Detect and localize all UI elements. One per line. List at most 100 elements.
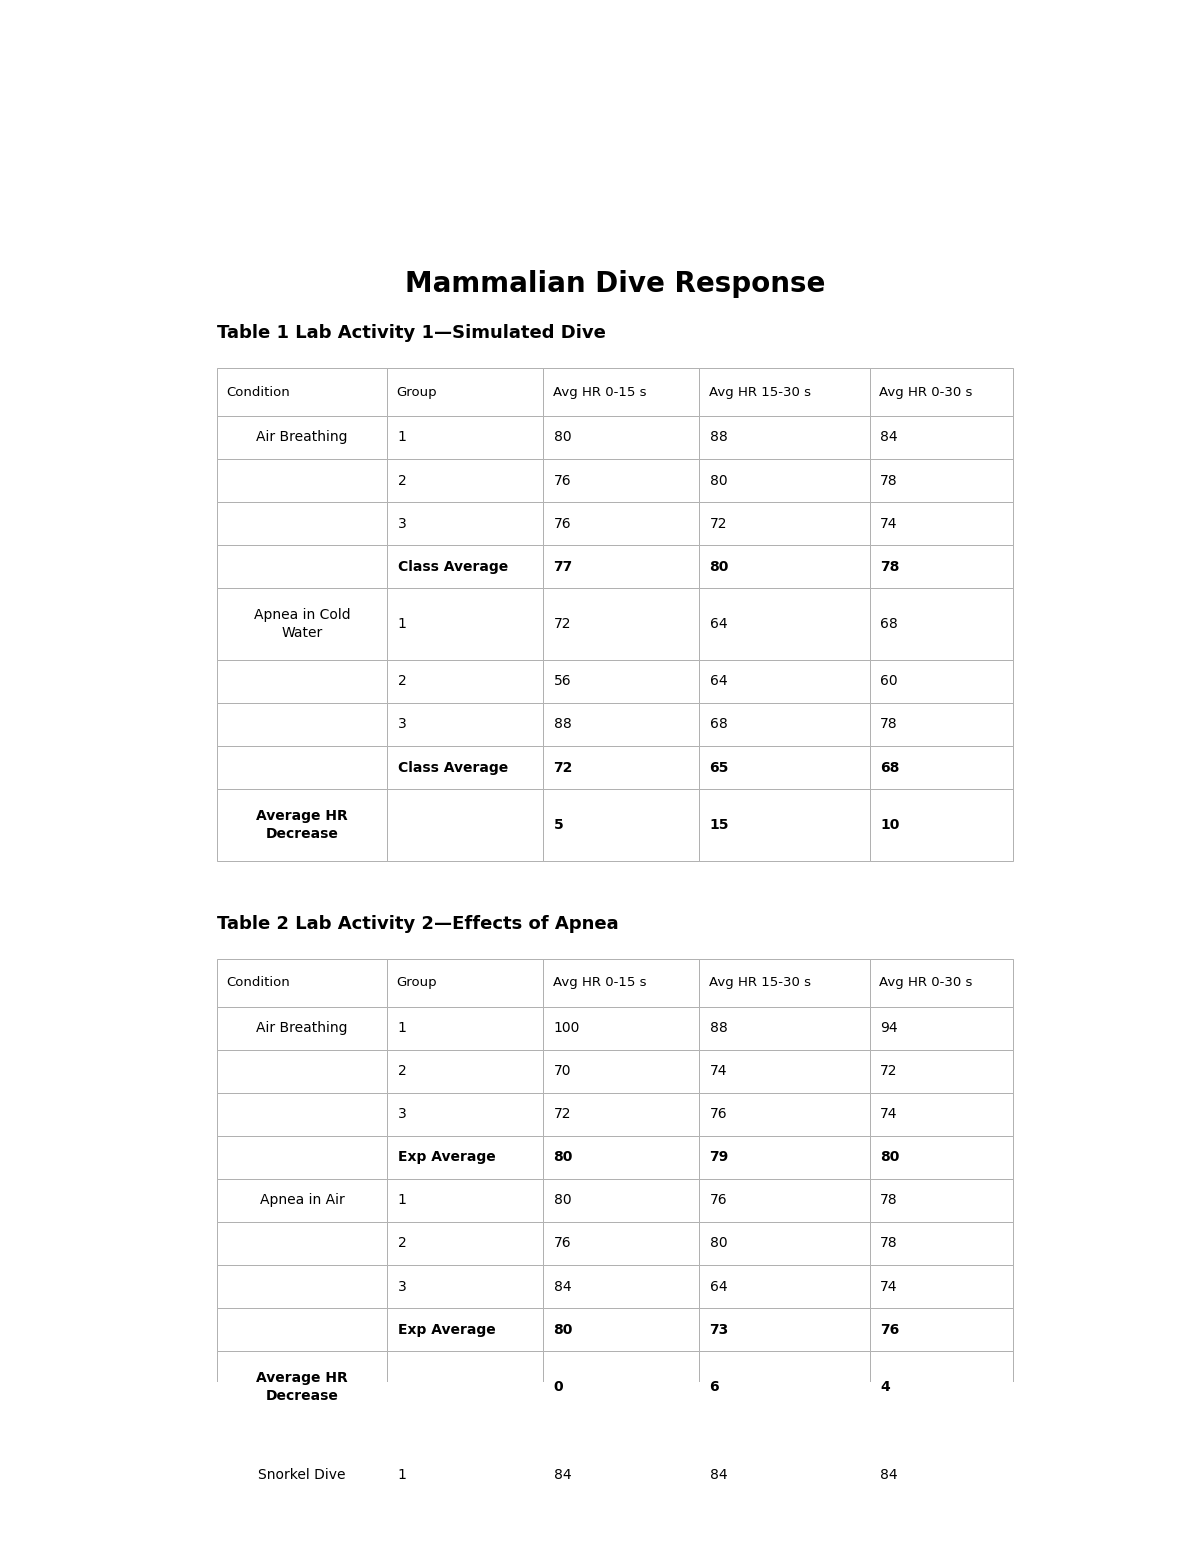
- Bar: [700, 368, 870, 416]
- Bar: [217, 1266, 388, 1308]
- Bar: [544, 1093, 700, 1135]
- Bar: [544, 1454, 700, 1497]
- Text: 80: 80: [553, 1323, 572, 1337]
- Text: 88: 88: [709, 1022, 727, 1036]
- Bar: [388, 745, 544, 789]
- Text: 79: 79: [709, 1151, 728, 1165]
- Bar: [870, 416, 1013, 460]
- Bar: [544, 460, 700, 502]
- Bar: [700, 545, 870, 589]
- Text: Group: Group: [397, 385, 437, 399]
- Bar: [388, 1423, 544, 1454]
- Text: 72: 72: [553, 1107, 571, 1121]
- Text: 68: 68: [880, 617, 898, 631]
- Bar: [700, 958, 870, 1006]
- Text: 74: 74: [880, 517, 898, 531]
- Bar: [388, 1093, 544, 1135]
- Bar: [544, 745, 700, 789]
- Bar: [870, 1006, 1013, 1050]
- Text: Mammalian Dive Response: Mammalian Dive Response: [404, 270, 826, 298]
- Bar: [217, 460, 388, 502]
- Text: Apnea in Air: Apnea in Air: [259, 1193, 344, 1207]
- Bar: [388, 1179, 544, 1222]
- Text: 74: 74: [880, 1107, 898, 1121]
- Text: 76: 76: [709, 1107, 727, 1121]
- Bar: [217, 1179, 388, 1222]
- Bar: [544, 660, 700, 704]
- Text: Avg HR 0-15 s: Avg HR 0-15 s: [553, 385, 646, 399]
- Bar: [544, 1135, 700, 1179]
- Bar: [217, 745, 388, 789]
- Bar: [870, 660, 1013, 704]
- Text: 2: 2: [397, 674, 407, 688]
- Bar: [870, 1093, 1013, 1135]
- Bar: [217, 589, 388, 660]
- Bar: [544, 1006, 700, 1050]
- Text: 3: 3: [397, 517, 407, 531]
- Text: 1: 1: [397, 1193, 407, 1207]
- Bar: [388, 1308, 544, 1351]
- Text: Exp Average: Exp Average: [397, 1151, 496, 1165]
- Text: Apnea in Cold
Water: Apnea in Cold Water: [254, 607, 350, 640]
- Bar: [700, 789, 870, 860]
- Bar: [388, 589, 544, 660]
- Text: 64: 64: [709, 674, 727, 688]
- Text: 78: 78: [880, 559, 899, 573]
- Text: 15: 15: [709, 818, 730, 832]
- Text: 68: 68: [709, 717, 727, 731]
- Bar: [870, 368, 1013, 416]
- Bar: [388, 545, 544, 589]
- Text: 72: 72: [709, 517, 727, 531]
- Bar: [388, 1266, 544, 1308]
- Bar: [388, 1222, 544, 1266]
- Text: 1: 1: [397, 1022, 407, 1036]
- Bar: [700, 1050, 870, 1093]
- Bar: [544, 1179, 700, 1222]
- Text: 80: 80: [553, 430, 571, 444]
- Bar: [217, 958, 388, 1006]
- Text: 64: 64: [709, 617, 727, 631]
- Bar: [544, 958, 700, 1006]
- Text: Average HR
Decrease: Average HR Decrease: [257, 809, 348, 842]
- Text: Average HR
Decrease: Average HR Decrease: [257, 1371, 348, 1404]
- Bar: [870, 789, 1013, 860]
- Bar: [700, 660, 870, 704]
- Bar: [217, 789, 388, 860]
- Bar: [870, 704, 1013, 745]
- Text: 80: 80: [709, 1236, 727, 1250]
- Bar: [700, 1222, 870, 1266]
- Text: 2: 2: [397, 1236, 407, 1250]
- Bar: [700, 704, 870, 745]
- Bar: [388, 1135, 544, 1179]
- Bar: [700, 1093, 870, 1135]
- Bar: [870, 1222, 1013, 1266]
- Text: Avg HR 0-30 s: Avg HR 0-30 s: [880, 977, 972, 989]
- Bar: [700, 1454, 870, 1497]
- Text: 3: 3: [397, 1280, 407, 1294]
- Bar: [700, 416, 870, 460]
- Bar: [544, 1050, 700, 1093]
- Text: 88: 88: [553, 717, 571, 731]
- Bar: [217, 1351, 388, 1423]
- Text: Air Breathing: Air Breathing: [257, 1022, 348, 1036]
- Text: 70: 70: [553, 1064, 571, 1078]
- Text: Avg HR 0-15 s: Avg HR 0-15 s: [553, 977, 646, 989]
- Bar: [388, 704, 544, 745]
- Text: 80: 80: [553, 1193, 571, 1207]
- Bar: [870, 460, 1013, 502]
- Text: 72: 72: [553, 617, 571, 631]
- Bar: [544, 545, 700, 589]
- Text: 65: 65: [709, 761, 728, 775]
- Bar: [544, 1351, 700, 1423]
- Bar: [700, 502, 870, 545]
- Text: 3: 3: [397, 1107, 407, 1121]
- Bar: [217, 545, 388, 589]
- Text: 72: 72: [880, 1064, 898, 1078]
- Bar: [217, 368, 388, 416]
- Text: Class Average: Class Average: [397, 761, 508, 775]
- Bar: [217, 416, 388, 460]
- Text: Air Breathing: Air Breathing: [257, 430, 348, 444]
- Bar: [870, 1135, 1013, 1179]
- Text: Snorkel Dive: Snorkel Dive: [258, 1469, 346, 1483]
- Text: 68: 68: [880, 761, 899, 775]
